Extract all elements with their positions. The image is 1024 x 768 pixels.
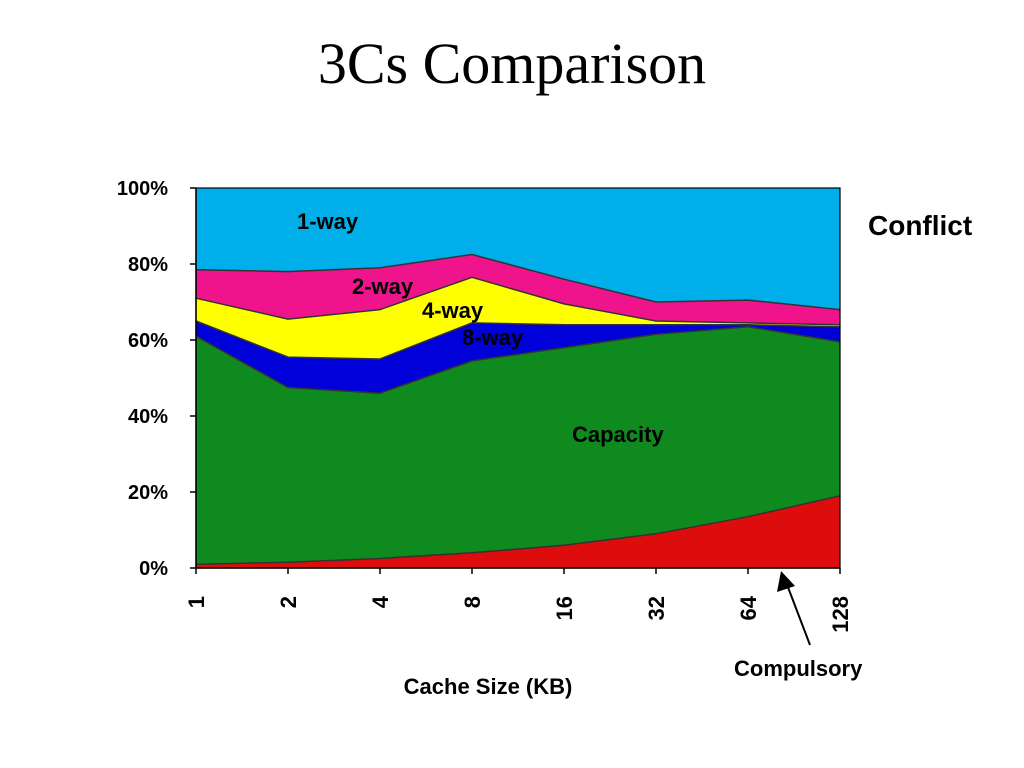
x-axis-label: Cache Size (KB) [404, 674, 573, 699]
slide-title: 3Cs Comparison [317, 31, 707, 96]
x-tick-label: 1 [184, 596, 209, 608]
compulsory-arrow-head [777, 571, 795, 592]
series-boundary-compulsory [195, 495, 841, 565]
y-tick-label: 20% [128, 482, 168, 504]
series-label-capacity: Capacity [572, 422, 664, 447]
series-label-2-way: 2-way [352, 274, 414, 299]
series-area-1-way [196, 188, 840, 310]
series-boundary-4-way [195, 276, 841, 326]
y-tick-label: 40% [128, 406, 168, 428]
conflict-annotation: Conflict [868, 210, 972, 241]
series-label-1-way: 1-way [297, 209, 359, 234]
y-tick-label: 0% [139, 558, 168, 580]
series-label-4-way: 4-way [422, 298, 484, 323]
series-label-8-way: 8-way [462, 325, 524, 350]
series-area-capacity [196, 326, 840, 565]
compulsory-annotation: Compulsory [734, 656, 863, 681]
y-tick-label: 100% [117, 178, 168, 200]
x-tick-label: 16 [552, 596, 577, 620]
series-boundary-capacity [195, 325, 841, 394]
x-tick-label: 4 [368, 595, 393, 608]
series-area-2-way [196, 254, 840, 325]
series-area-compulsory [196, 495, 840, 568]
series-area-8-way [196, 321, 840, 394]
compulsory-arrow-line [785, 581, 811, 646]
series-boundary-2-way [195, 253, 841, 311]
series-boundary-8-way [195, 320, 841, 360]
y-tick-label: 60% [128, 330, 168, 352]
y-tick-label: 80% [128, 254, 168, 276]
x-tick-label: 32 [644, 596, 669, 620]
x-tick-label: 128 [828, 596, 853, 633]
x-tick-label: 8 [460, 596, 485, 608]
x-tick-label: 64 [736, 595, 761, 620]
series-area-4-way [196, 277, 840, 359]
x-tick-label: 2 [276, 596, 301, 608]
